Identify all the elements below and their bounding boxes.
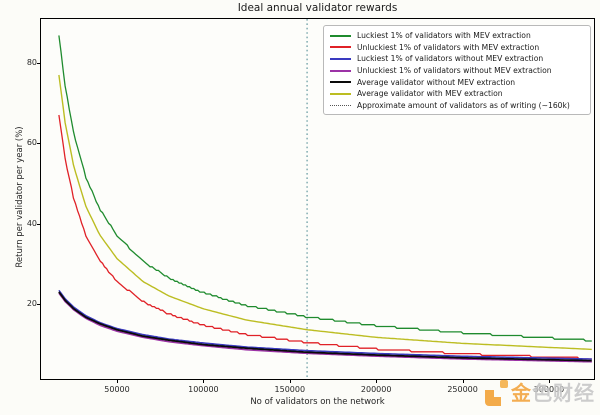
y-tick-mark: [37, 62, 40, 64]
y-tick-mark: [37, 143, 40, 145]
legend-row-3: Unluckiest 1% of validators without MEV …: [330, 65, 584, 77]
series-line-2: [58, 289, 592, 360]
legend-label: Average validator without MEV extraction: [357, 77, 516, 87]
watermark-first-char: 金: [511, 381, 532, 405]
chart-title: Ideal annual validator rewards: [237, 2, 398, 14]
x-tick-mark: [289, 380, 291, 383]
series-line-3: [58, 292, 592, 363]
y-tick-label: 80: [26, 57, 37, 67]
legend-row-4: Average validator without MEV extraction: [330, 76, 584, 88]
x-tick-mark: [549, 380, 550, 383]
watermark-text: 金色财经: [511, 383, 595, 403]
golden-finance-logo-icon: [485, 380, 508, 406]
legend-label: Approximate amount of validators as of w…: [357, 100, 570, 110]
legend-swatch-icon: [330, 92, 351, 95]
x-tick-mark: [376, 380, 378, 383]
x-tick-mark: [462, 380, 464, 383]
x-tick-label: 200000: [360, 385, 392, 394]
x-tick-label: 150000: [274, 385, 306, 394]
legend-swatch-icon: [330, 57, 351, 60]
x-tick-label: 300000: [533, 385, 565, 394]
legend-box: Luckiest 1% of validators with MEV extra…: [323, 25, 591, 116]
x-axis-label: No of validators on the network: [250, 397, 385, 407]
legend-row-2: Luckiest 1% of validators without MEV ex…: [330, 53, 584, 65]
legend-label: Luckiest 1% of validators without MEV ex…: [357, 54, 544, 64]
series-line-0: [58, 35, 592, 342]
legend-label: Unluckiest 1% of validators without MEV …: [357, 66, 552, 76]
watermark: 金色财经: [483, 375, 600, 411]
y-tick-mark: [37, 223, 40, 225]
legend-row-0: Luckiest 1% of validators with MEV extra…: [330, 30, 584, 42]
y-tick-label: 20: [26, 299, 37, 308]
series-line-1: [58, 114, 592, 360]
y-tick-label: 60: [26, 138, 37, 148]
x-tick-label: 50000: [104, 385, 130, 394]
series-line-5: [58, 74, 592, 351]
legend-label: Unluckiest 1% of validators with MEV ext…: [357, 42, 540, 52]
legend-swatch-icon: [330, 81, 351, 84]
x-tick-mark: [203, 380, 205, 383]
legend-swatch-icon: [330, 46, 351, 49]
legend-swatch-icon: [330, 104, 351, 106]
x-tick-mark: [117, 380, 118, 383]
x-tick-label: 250000: [447, 385, 478, 394]
x-tick-label: 100000: [188, 385, 219, 394]
legend-label: Average validator with MEV extraction: [357, 89, 503, 99]
y-tick-label: 40: [26, 218, 37, 228]
legend-label: Luckiest 1% of validators with MEV extra…: [357, 31, 531, 41]
legend-row-1: Unluckiest 1% of validators with MEV ext…: [330, 42, 584, 54]
watermark-rest-chars: 色财经: [532, 381, 595, 405]
series-line-4: [58, 291, 592, 362]
y-tick-mark: [37, 304, 40, 305]
legend-swatch-icon: [330, 34, 351, 37]
legend-row-6: Approximate amount of validators as of w…: [330, 100, 584, 112]
legend-row-5: Average validator with MEV extraction: [330, 88, 584, 100]
legend-swatch-icon: [330, 69, 351, 72]
